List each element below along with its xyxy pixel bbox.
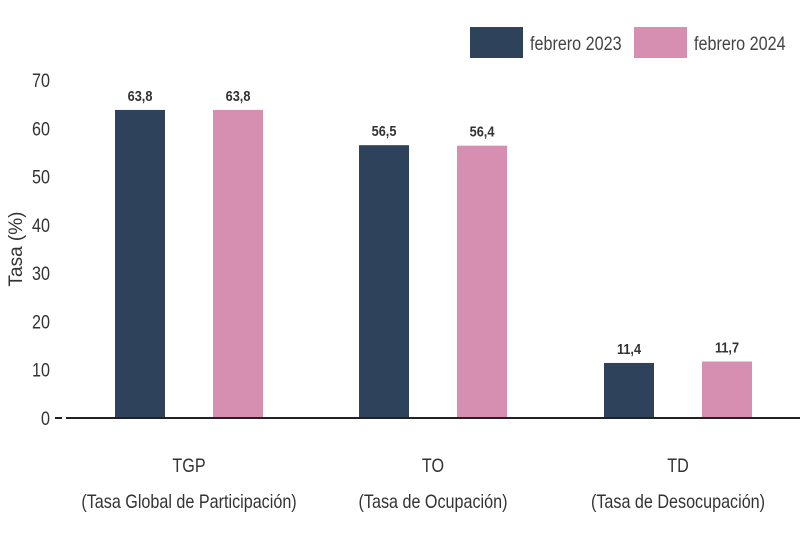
- bar-2024-0: [213, 109, 263, 419]
- bar-2024-2: [702, 361, 752, 418]
- bar-2024-1: [457, 145, 507, 418]
- data-label: 63,8: [128, 87, 153, 104]
- x-category-label: TO: [422, 455, 444, 477]
- bar-2023-2: [604, 362, 654, 418]
- y-tick-label: 50: [32, 166, 50, 188]
- y-tick-label: 30: [32, 263, 50, 285]
- y-tick-label: 10: [32, 359, 50, 381]
- x-category-label: TGP: [172, 455, 205, 477]
- y-tick-label: 20: [32, 311, 50, 333]
- y-tick-label: 70: [32, 70, 50, 92]
- y-axis-label: Tasa (%): [6, 212, 27, 287]
- x-category-sublabel: (Tasa Global de Participación): [81, 491, 296, 513]
- legend-swatch-1: [634, 27, 687, 58]
- legend-swatch-0: [470, 27, 523, 58]
- legend-label-1: febrero 2024: [694, 33, 786, 55]
- y-tick-label: 0: [41, 408, 50, 430]
- bar-2023-0: [115, 109, 165, 419]
- bar-2023-1: [359, 145, 409, 418]
- data-label: 56,5: [372, 122, 397, 139]
- data-label: 11,7: [715, 338, 739, 355]
- data-label: 63,8: [226, 87, 251, 104]
- y-tick-label: 40: [32, 215, 50, 237]
- x-category-sublabel: (Tasa de Ocupación): [359, 491, 508, 513]
- legend-label-0: febrero 2023: [530, 33, 622, 55]
- y-tick-label: 60: [32, 118, 50, 140]
- data-label: 11,4: [617, 340, 641, 357]
- data-label: 56,4: [470, 123, 495, 140]
- x-category-sublabel: (Tasa de Desocupación): [591, 491, 765, 513]
- x-category-label: TD: [667, 455, 689, 477]
